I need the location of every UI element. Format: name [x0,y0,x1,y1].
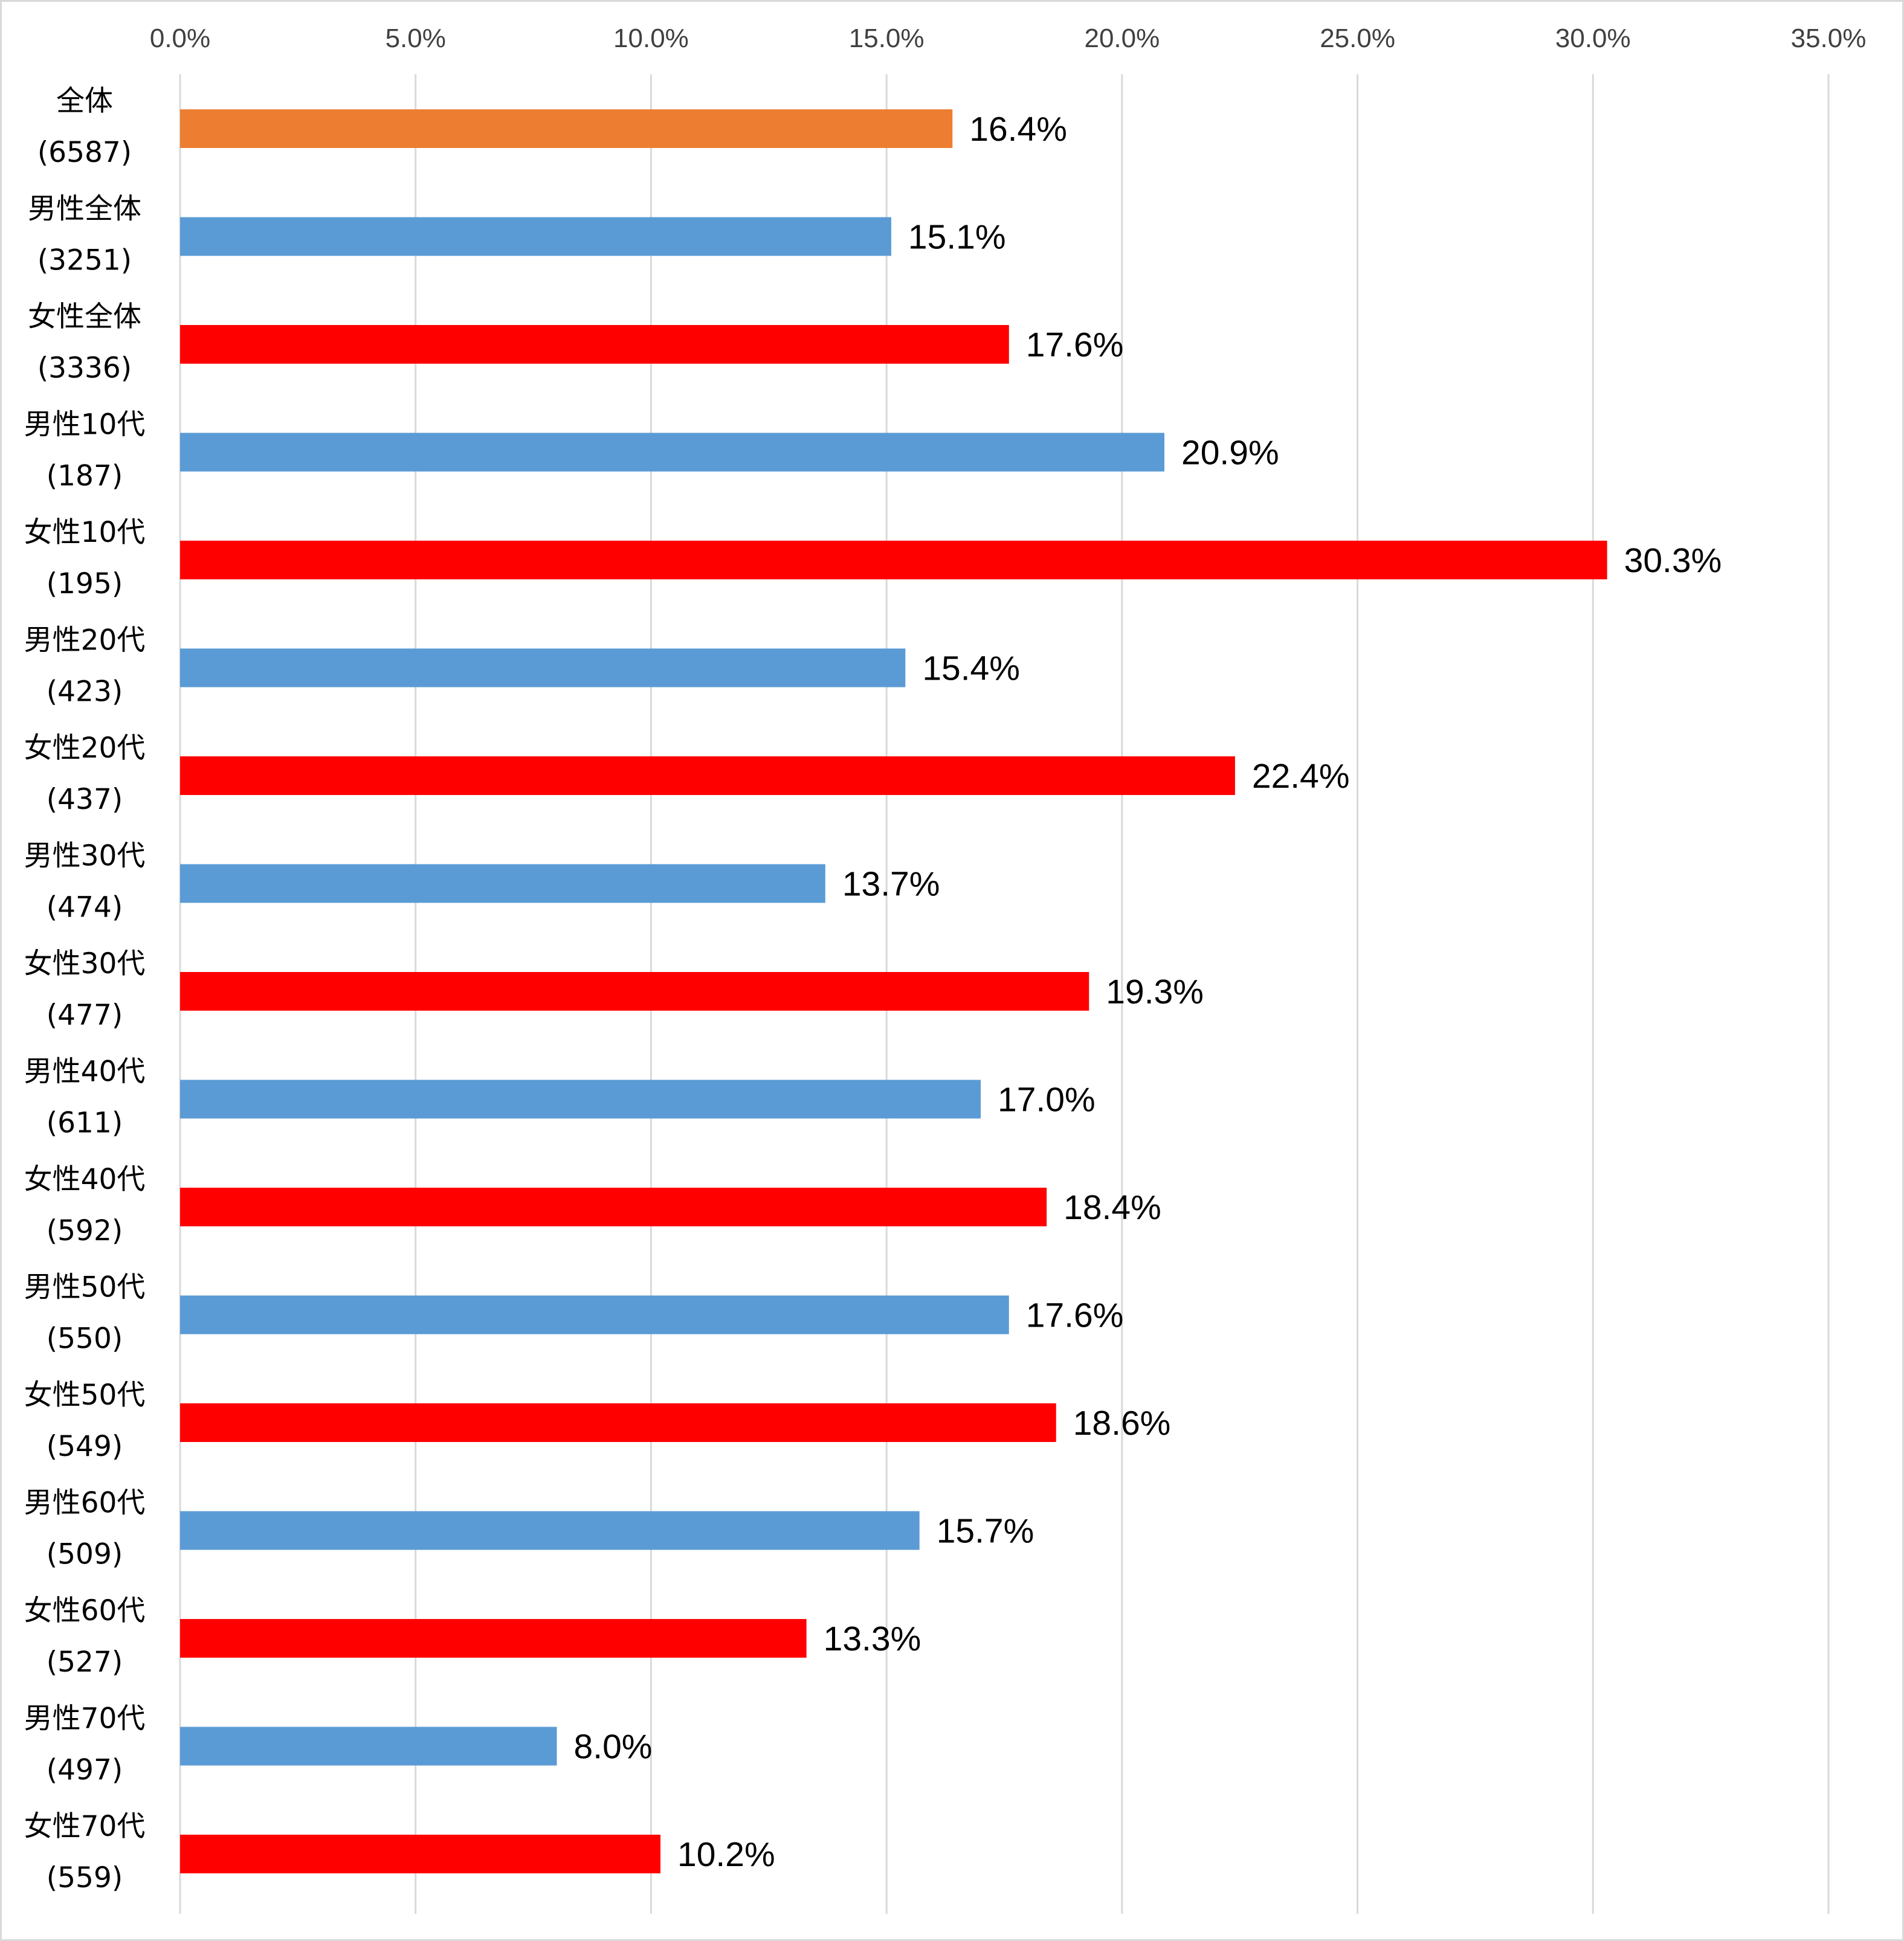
data-label: 15.1% [908,218,1006,257]
category-sample-size: (497) [47,1754,123,1787]
x-tick-label: 0.0% [150,24,210,53]
bar-female [180,1188,1047,1226]
category-sample-size: (195) [47,567,123,600]
category-label: 男性70代 [24,1702,146,1736]
bar-female [180,1619,807,1658]
category-sample-size: (527) [47,1646,123,1679]
data-label: 17.0% [998,1081,1096,1119]
value-labels: 16.4% 15.1% 17.6% 20.9% 30.3% 15.4% 22.4% 13.7%… [574,110,1722,1874]
category-sample-size: (592) [47,1214,123,1247]
category-sample-size: (550) [47,1322,123,1356]
category-sample-size: (3251) [37,244,132,277]
category-sample-size: (474) [47,891,123,924]
category-label: 女性30代 [24,947,146,980]
data-label: 20.9% [1181,434,1279,472]
x-tick-label: 5.0% [386,24,446,53]
category-sample-size: (549) [47,1430,123,1463]
category-sample-size: (509) [47,1538,123,1571]
data-label: 8.0% [574,1728,653,1766]
x-tick-label: 30.0% [1555,24,1631,53]
bar-female [180,756,1235,795]
bar-female [180,1403,1056,1442]
bar-male [180,1511,920,1550]
bar-total [180,109,953,148]
data-label: 18.4% [1063,1188,1161,1227]
bar-male [180,864,825,903]
data-label: 13.7% [842,865,940,904]
category-label: 男性40代 [24,1055,146,1089]
bar-male [180,1727,557,1766]
data-label: 16.4% [969,110,1067,149]
category-sample-size: (423) [47,675,123,709]
data-label: 19.3% [1106,973,1204,1011]
bar-female [180,972,1089,1011]
category-label: 女性10代 [24,516,146,549]
data-label: 17.6% [1026,1296,1124,1335]
bar-male [180,1295,1009,1334]
x-tick-label: 25.0% [1320,24,1395,53]
category-sample-size: (559) [47,1861,123,1894]
category-label: 女性20代 [24,732,146,765]
data-label: 13.3% [824,1620,921,1658]
category-sample-size: (611) [47,1107,123,1140]
category-label: 全体 [56,85,113,118]
bar-male [180,648,906,687]
data-label: 10.2% [677,1835,775,1874]
data-label: 22.4% [1252,757,1350,796]
category-label: 女性60代 [24,1594,146,1627]
category-label: 女性50代 [24,1379,146,1412]
category-sample-size: (6587) [37,136,132,169]
category-label: 女性全体 [28,300,141,333]
bar-female [180,541,1607,579]
category-sample-size: (477) [47,999,123,1032]
category-sample-size: (3336) [37,352,132,385]
category-label: 男性20代 [24,624,146,657]
bar-male [180,433,1165,472]
category-labels: 全体 (6587) 男性全体 (3251) 女性全体 (3336) 男性10代 (187) 女性… [24,85,146,1894]
category-label: 女性40代 [24,1163,146,1196]
bars [180,109,1607,1873]
category-label: 女性70代 [24,1810,146,1843]
category-label: 男性50代 [24,1271,146,1304]
data-label: 18.6% [1073,1404,1171,1443]
data-label: 30.3% [1624,541,1722,580]
bar-male [180,1080,981,1119]
data-label: 15.7% [937,1512,1034,1551]
category-label: 男性60代 [24,1487,146,1520]
data-label: 17.6% [1026,326,1124,364]
category-label: 男性10代 [24,408,146,442]
x-tick-label: 35.0% [1791,24,1867,53]
category-label: 男性全体 [28,193,141,226]
category-label: 男性30代 [24,840,146,873]
x-tick-label: 10.0% [613,24,689,53]
bar-male [180,217,891,256]
category-sample-size: (437) [47,783,123,816]
x-tick-label: 15.0% [849,24,925,53]
category-sample-size: (187) [47,460,123,493]
x-tick-label: 20.0% [1084,24,1160,53]
data-label: 15.4% [922,649,1020,688]
x-axis-ticks: 0.0% 5.0% 10.0% 15.0% 20.0% 25.0% 30.0% 35.0% [150,24,1867,53]
bar-female [180,1835,661,1873]
bar-female [180,325,1009,364]
